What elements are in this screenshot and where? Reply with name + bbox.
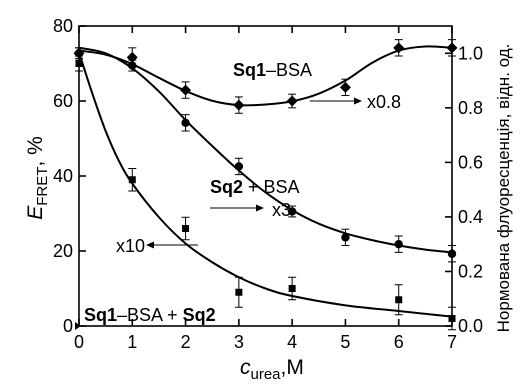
- data-point-sq1-bsa: [286, 95, 298, 107]
- x-tick-label: 6: [394, 332, 404, 352]
- fit-curve-3: [78, 51, 453, 318]
- label-factor-3: x3: [272, 200, 291, 220]
- y2-tick-label: 0.8: [458, 98, 483, 118]
- y-axis-label: EFRET, %: [24, 136, 51, 220]
- data-point-sq2-bsa: [234, 162, 244, 171]
- y2-tick-label: 0.0: [458, 316, 483, 336]
- x-tick-label: 7: [447, 332, 457, 352]
- data-point-sq1-bsa-sq2: [128, 176, 136, 184]
- label-factor-0-8: x0.8: [367, 92, 401, 112]
- data-point-sq1-bsa: [446, 42, 458, 54]
- arrow-factor-10: [146, 241, 198, 249]
- y2-tick-label: 0.6: [458, 152, 483, 172]
- x-tick-label: 3: [234, 332, 244, 352]
- x-tick-label: 5: [340, 332, 350, 352]
- x-tick-label: 2: [181, 332, 191, 352]
- y2-tick-label: 0.2: [458, 261, 483, 281]
- data-point-sq1-bsa-sq2: [395, 296, 403, 304]
- label-sq2-bsa: Sq2 + BSA: [210, 177, 300, 197]
- label-factor-10: x10: [116, 236, 145, 256]
- arrow-factor-0-8: [310, 97, 362, 105]
- y-tick-label: 60: [53, 91, 73, 111]
- data-point-sq2-bsa: [447, 249, 457, 258]
- data-point-sq2-bsa: [341, 233, 350, 242]
- arrow-factor-3: [210, 204, 264, 212]
- annotations: Sq1–BSA x0.8 Sq2 + BSA x3 x10 Sq1–BSA + …: [75, 60, 401, 330]
- y-tick-label: 0: [63, 316, 73, 336]
- x-axis-label: curea,M: [240, 356, 304, 383]
- y-tick-label: 80: [53, 16, 73, 36]
- data-point-sq1-bsa-sq2: [288, 285, 296, 292]
- y2-tick-label: 1.0: [458, 43, 483, 63]
- x-tick-label: 1: [127, 332, 137, 352]
- x-tick-label: 0: [74, 332, 84, 352]
- axes: 0 1 2 3 4 5 6 7 0 20 40 60 80 0.0 0.2 0.4 0.6 0.8 1.0: [53, 16, 483, 352]
- data-point-sq2-bsa: [128, 61, 137, 70]
- data-point-sq2-bsa: [181, 118, 190, 128]
- data-point-sq1-bsa: [233, 99, 245, 111]
- data-point-sq2-bsa: [74, 49, 84, 58]
- origin-marker: [75, 322, 81, 330]
- data-point-sq1-bsa-sq2: [448, 315, 456, 322]
- data-points: [73, 39, 458, 331]
- fit-curve-2: [78, 46, 453, 254]
- data-point-sq1-bsa: [180, 84, 192, 96]
- y-tick-label: 20: [53, 241, 73, 261]
- data-point-sq2-bsa: [287, 207, 297, 216]
- data-point-sq1-bsa-sq2: [235, 288, 243, 296]
- data-point-sq1-bsa: [339, 81, 351, 93]
- label-sq1-bsa: Sq1–BSA: [233, 60, 312, 80]
- y-tick-label: 40: [53, 166, 73, 186]
- data-point-sq1-bsa-sq2: [182, 225, 190, 232]
- fit-curve-1: [78, 45, 453, 107]
- y2-axis-label: Нормована флуоресценція, відн. од.: [494, 44, 513, 333]
- y2-tick-label: 0.4: [458, 207, 483, 227]
- data-point-sq2-bsa: [394, 239, 403, 249]
- data-point-sq1-bsa: [393, 42, 405, 54]
- data-point-sq1-bsa-sq2: [75, 60, 83, 67]
- label-sq1-bsa-sq2: Sq1–BSA + Sq2: [84, 305, 216, 325]
- fit-curves: [78, 45, 453, 318]
- x-tick-label: 4: [287, 332, 297, 352]
